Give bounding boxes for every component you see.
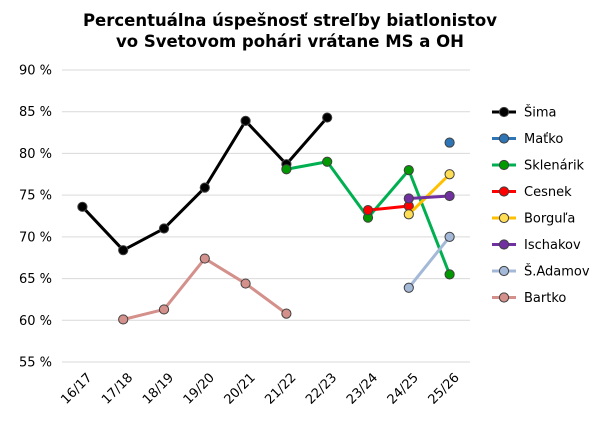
data-point [118,245,129,256]
data-point [322,156,333,167]
legend-item: Sklenárik [492,159,585,174]
y-tick-label: 55 % [19,356,52,371]
data-point [403,193,414,204]
y-tick-label: 60 % [19,314,52,329]
legend-marker [498,212,510,224]
data-point [403,209,414,220]
x-tick-label: 24/25 [385,370,422,407]
x-axis: 16/17 17/18 18/19 19/20 20/21 21/22 22/23 23/24… [58,370,462,407]
series-šima [77,112,333,256]
data-point [281,164,292,175]
series-line [407,172,452,216]
data-point [281,308,292,319]
data-point [444,169,455,180]
legend-marker [498,133,510,144]
x-tick-label: 25/26 [426,370,463,407]
data-point [444,190,455,202]
legend-marker [498,159,510,171]
chart-title-line-1: Percentuálna úspešnosť streľby biatlonis… [83,11,497,30]
legend-item: Borguľa [492,212,575,227]
y-axis: 55 % 60 % 65 % 70 % 75 % 80 % 85 % 90 % [19,64,52,371]
series-line [407,235,452,290]
data-point [240,278,251,289]
x-tick-label: 20/21 [222,370,259,407]
data-point [444,137,455,148]
data-point [444,269,455,280]
data-point [403,165,414,176]
series-borguľa [403,169,455,220]
x-tick-label: 18/19 [140,370,177,407]
y-tick-label: 85 % [19,105,52,120]
data-point [158,223,170,234]
x-tick-label: 17/18 [99,370,136,407]
y-tick-label: 65 % [19,272,52,287]
legend-label: Ischakov [524,238,581,253]
legend-label: Šima [524,105,557,121]
series-bartko [118,253,292,325]
x-tick-label: 16/17 [58,370,95,407]
legend-label: Bartko [524,291,566,306]
data-point [199,253,210,264]
series-line [407,194,452,200]
y-tick-label: 80 % [19,147,52,162]
legend-marker [498,239,510,250]
legend-item: Maťko [492,132,563,147]
legend-item: Cesnek [492,185,572,200]
data-point [199,182,210,193]
data-point [158,304,170,315]
series-lines [77,112,455,325]
series-maťko [444,137,455,148]
series-line [121,257,288,321]
legend-label: Š.Adamov [524,264,590,280]
x-tick-label: 19/20 [181,370,218,407]
y-tick-label: 75 % [19,189,52,204]
legend-marker [498,292,510,303]
legend: Šima Maťko Sklenárik Cesnek Borguľa Ischakov Š… [492,105,590,306]
legend-marker [498,106,510,118]
legend-label: Cesnek [524,185,572,200]
legend-label: Borguľa [524,212,575,227]
legend-item: Bartko [492,291,566,306]
series-line [366,204,411,212]
series-š-adamov [403,231,455,293]
x-tick-label: 21/22 [262,370,299,407]
data-point [403,282,414,293]
legend-item: Ischakov [492,238,581,253]
legend-item: Šima [492,105,557,121]
series-sklenárik [281,156,455,280]
data-point [322,112,333,123]
legend-label: Sklenárik [524,159,585,174]
y-tick-label: 90 % [19,64,52,79]
data-point [444,231,455,242]
legend-label: Maťko [524,132,563,147]
legend-marker [498,265,510,277]
x-tick-label: 23/24 [344,370,381,407]
series-ischakov [403,190,455,204]
data-point [118,314,129,325]
chart-title: Percentuálna úspešnosť streľby biatlonis… [83,11,497,51]
data-point [77,201,88,212]
y-tick-label: 70 % [19,230,52,245]
data-point [240,115,251,126]
chart-title-line-2: vo Svetovom pohári vrátane MS a OH [116,32,464,51]
legend-item: Š.Adamov [492,264,590,280]
x-tick-label: 22/23 [303,370,340,407]
legend-marker [498,186,510,197]
gridlines [62,69,470,363]
data-point [362,205,374,216]
